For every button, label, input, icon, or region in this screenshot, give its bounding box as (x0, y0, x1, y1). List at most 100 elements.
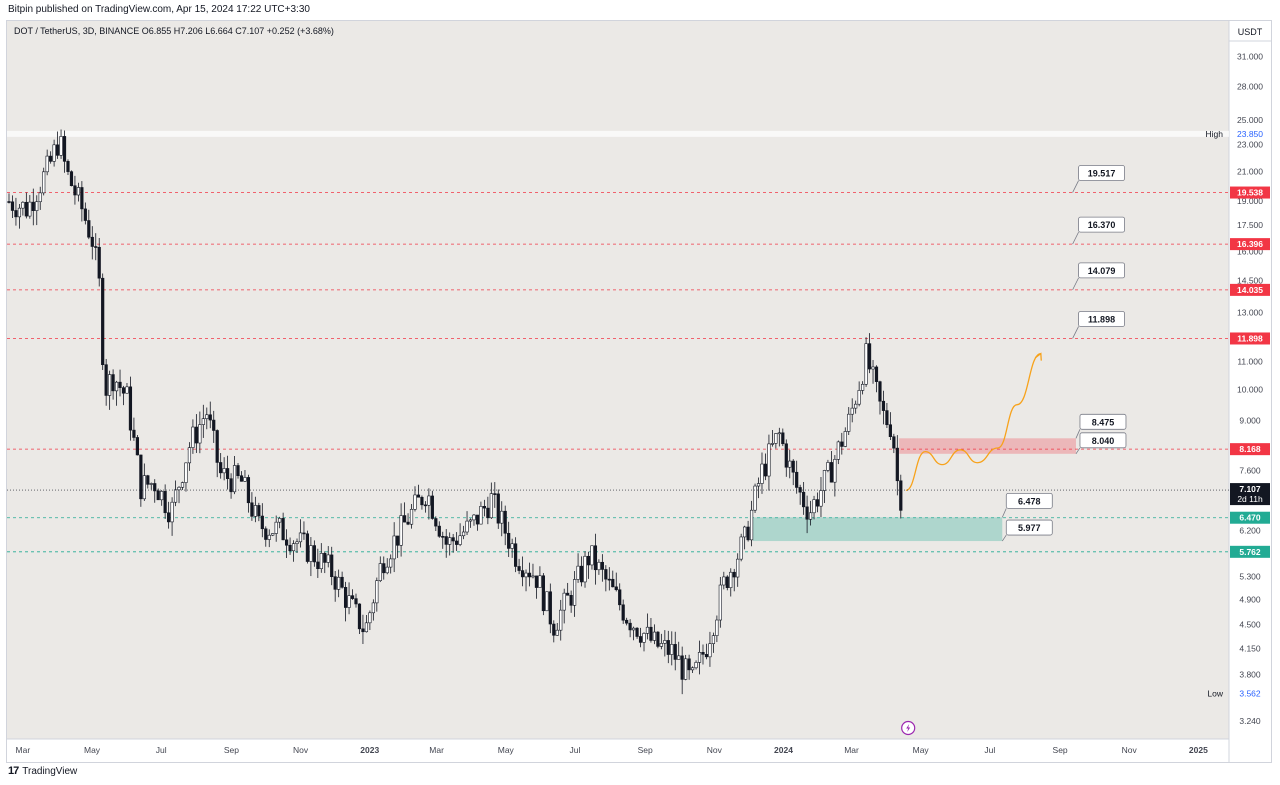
price-callout-box (1078, 216, 1125, 233)
candle-body (17, 207, 22, 218)
candle-body (343, 587, 348, 608)
candle-body (142, 475, 146, 500)
x-tick-label: Sep (638, 745, 653, 755)
level-price-tag (1230, 443, 1270, 456)
candle-body (732, 571, 736, 578)
candle-body (326, 554, 330, 563)
candle-body (548, 591, 552, 625)
y-tick-label: 25.000 (1237, 115, 1263, 125)
price-callout-label: 19.517 (1088, 169, 1116, 179)
candle-body (243, 477, 247, 482)
candle-body (861, 383, 865, 391)
candle-body (482, 506, 486, 509)
candle-body (132, 429, 136, 438)
candle-body (895, 447, 899, 482)
candle-body (555, 629, 559, 636)
candle-body (878, 381, 882, 402)
candle-body (49, 155, 53, 162)
candle-body (52, 144, 56, 162)
candle-body (815, 499, 820, 507)
candle-body (475, 514, 480, 525)
candle-body (28, 201, 32, 217)
candle-body (614, 586, 618, 591)
price-callout-label: 11.898 (1088, 314, 1115, 324)
low-marker-value: 3.562 (1239, 688, 1261, 698)
candle-body (659, 643, 663, 647)
chart-area[interactable]: 19.517 16.370 14.079 11.898 8.475 8.040 6.478 5… (6, 20, 1272, 763)
y-tick-label: 4.900 (1239, 595, 1261, 605)
candle-body (573, 579, 577, 606)
candle-body (649, 626, 653, 641)
candle-body (7, 201, 11, 203)
candle-body (146, 475, 150, 485)
candle-body (347, 595, 351, 608)
candle-body (805, 506, 809, 520)
candle-body (874, 366, 879, 382)
candle-body (399, 515, 403, 546)
price-chart[interactable]: 19.517 16.370 14.079 11.898 8.475 8.040 6.478 5… (7, 21, 1271, 762)
price-callout-label: 8.040 (1092, 436, 1115, 446)
candle-body (278, 518, 282, 523)
candle-body (819, 490, 823, 507)
candle-body (97, 246, 101, 279)
candle-body (666, 640, 670, 655)
candle-body (406, 521, 410, 525)
candle-body (66, 161, 70, 172)
callout-pointer (1072, 180, 1079, 193)
candle-body (621, 604, 625, 621)
candle-body (229, 478, 233, 493)
candle-body (187, 447, 192, 464)
x-tick-label: Mar (16, 745, 31, 755)
level-price-tag-label: 8.168 (1239, 444, 1261, 454)
candle-body (402, 515, 407, 523)
level-price-tag (1230, 332, 1270, 345)
callout-pointer (1001, 534, 1007, 542)
candle-body (125, 386, 129, 394)
candle-body (479, 506, 483, 525)
event-bolt-glyph (906, 724, 911, 732)
candle-body (538, 575, 542, 588)
candle-body (333, 576, 337, 590)
level-price-tag (1230, 238, 1270, 251)
candle-body (652, 631, 657, 641)
x-tick-label: May (84, 745, 101, 755)
candle-body (704, 654, 709, 658)
y-tick-label: 28.000 (1237, 82, 1263, 92)
candle-body (697, 652, 702, 663)
candle-body (236, 465, 240, 477)
candle-body (101, 277, 105, 366)
candle-body (690, 667, 695, 671)
candle-body (295, 541, 299, 544)
high-marker-tag (1230, 127, 1270, 140)
candle-body (226, 468, 230, 479)
candle-body (382, 563, 386, 574)
level-price-tag (1230, 186, 1270, 199)
x-tick-label: Jul (569, 745, 580, 755)
candle-body (302, 532, 306, 535)
y-tick-label: 7.600 (1239, 465, 1261, 475)
candle-body (552, 623, 556, 636)
candle-body (850, 407, 854, 415)
candle-body (836, 441, 840, 460)
candle-body (517, 566, 521, 571)
all-time-high-band (7, 130, 1229, 137)
candle-body (677, 655, 681, 660)
candle-body (69, 171, 74, 187)
candle-body (94, 246, 98, 248)
candle-body (625, 619, 629, 624)
candle-body (38, 192, 42, 203)
candle-body (173, 489, 178, 503)
candle-body (642, 633, 646, 643)
candle-body (618, 589, 622, 606)
price-callout-box (1079, 432, 1127, 449)
x-tick-label: May (498, 745, 515, 755)
candle-body (354, 598, 358, 605)
y-tick-label: 3.800 (1239, 669, 1261, 679)
candle-body (854, 403, 858, 409)
candle-body (156, 490, 160, 501)
candle-body (281, 518, 285, 541)
y-tick-label: 10.000 (1237, 385, 1263, 395)
candle-body (330, 554, 334, 578)
level-price-tag-label: 11.898 (1237, 333, 1263, 343)
y-tick-label: 14.500 (1237, 275, 1263, 285)
